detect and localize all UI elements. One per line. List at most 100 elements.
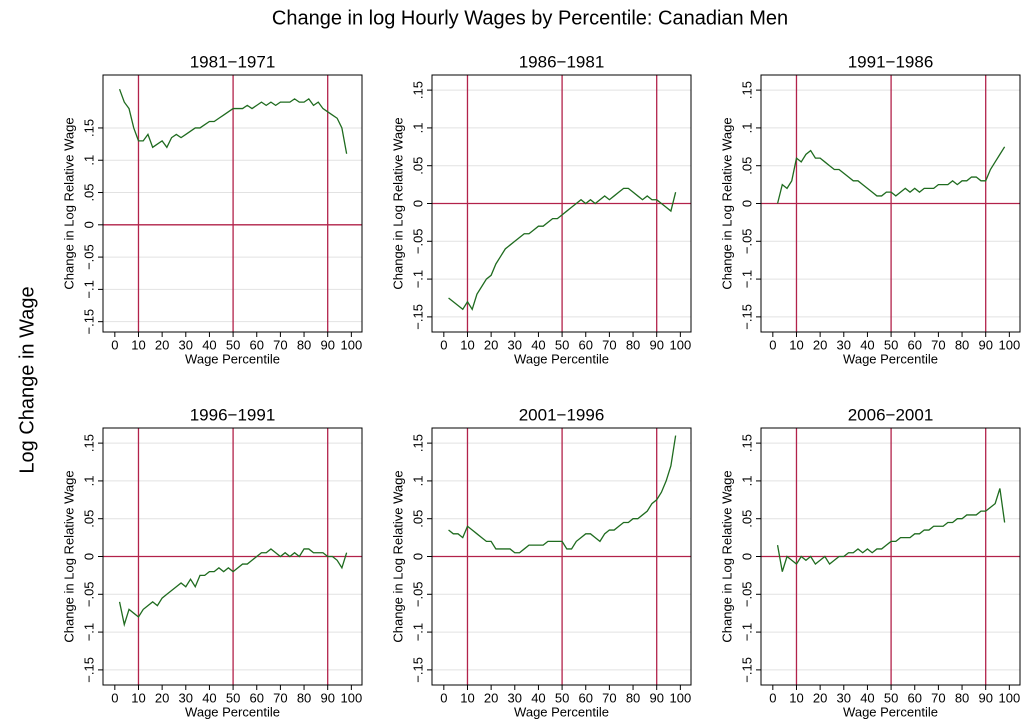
y-tick-label: .05 [81, 183, 96, 201]
y-tick-label: .05 [81, 510, 96, 528]
y-tick-label: 0 [81, 221, 96, 228]
x-axis-label: Wage Percentile [185, 351, 280, 366]
x-tick-label: 30 [837, 690, 851, 705]
y-tick-label: .15 [410, 81, 425, 99]
y-tick-label: .15 [81, 434, 96, 452]
x-tick-label: 30 [179, 337, 193, 352]
y-tick-label: 0 [410, 553, 425, 560]
x-tick-label: 50 [226, 690, 240, 705]
y-tick-label: −.15 [81, 657, 96, 683]
y-tick-label: .05 [739, 510, 754, 528]
x-tick-label: 10 [789, 690, 803, 705]
x-axis-label: Wage Percentile [843, 351, 938, 366]
y-tick-label: −.1 [739, 623, 754, 641]
x-tick-label: 10 [131, 690, 145, 705]
y-tick-label: −.05 [81, 581, 96, 607]
x-tick-label: 50 [884, 690, 898, 705]
y-tick-label: .1 [739, 475, 754, 486]
x-axis-label: Wage Percentile [843, 704, 938, 719]
x-tick-label: 60 [908, 337, 922, 352]
y-axis-label: Change in Log Relative Wage [719, 470, 734, 642]
x-tick-label: 20 [813, 690, 827, 705]
x-tick-label: 30 [508, 337, 522, 352]
x-tick-label: 10 [460, 690, 474, 705]
y-tick-label: .05 [739, 157, 754, 175]
y-tick-label: −.1 [81, 623, 96, 641]
panel-title: 2006−2001 [848, 405, 934, 424]
y-tick-label: 0 [81, 553, 96, 560]
y-tick-label: −.05 [410, 581, 425, 607]
data-line [776, 488, 1006, 572]
x-tick-label: 90 [978, 337, 992, 352]
y-axis-title: Log Change in Wage [16, 286, 38, 473]
x-axis-label: Wage Percentile [185, 704, 280, 719]
panel-title: 1991−1986 [848, 52, 934, 71]
x-tick-label: 70 [931, 337, 945, 352]
x-axis-label: Wage Percentile [514, 704, 609, 719]
x-tick-label: 10 [460, 337, 474, 352]
y-tick-label: −.05 [739, 228, 754, 254]
y-tick-label: .05 [410, 510, 425, 528]
y-tick-label: −.15 [410, 657, 425, 683]
chart-title: Change in log Hourly Wages by Percentile… [272, 7, 788, 29]
plot-frame [102, 427, 363, 686]
x-axis-label: Wage Percentile [514, 351, 609, 366]
x-tick-label: 60 [579, 690, 593, 705]
x-tick-label: 0 [111, 337, 118, 352]
x-tick-label: 40 [202, 690, 216, 705]
y-tick-label: .15 [81, 119, 96, 137]
x-tick-label: 30 [837, 337, 851, 352]
y-tick-label: .1 [81, 155, 96, 166]
y-axis-label: Change in Log Relative Wage [390, 470, 405, 642]
x-tick-label: 10 [131, 337, 145, 352]
x-tick-label: 40 [202, 337, 216, 352]
plot-frame [760, 74, 1021, 333]
x-tick-label: 20 [484, 690, 498, 705]
y-axis-label: Change in Log Relative Wage [61, 117, 76, 289]
x-tick-label: 30 [508, 690, 522, 705]
x-tick-label: 90 [649, 337, 663, 352]
x-tick-label: 70 [931, 690, 945, 705]
data-line [118, 88, 348, 154]
plot-frame [760, 427, 1021, 686]
y-tick-label: .15 [739, 81, 754, 99]
plot-frame [431, 427, 692, 686]
x-tick-label: 40 [860, 337, 874, 352]
y-tick-label: −.15 [739, 657, 754, 683]
data-line [448, 435, 677, 554]
y-axis-label: Change in Log Relative Wage [390, 117, 405, 289]
y-tick-label: .1 [410, 122, 425, 133]
data-line [776, 146, 1006, 204]
x-tick-label: 100 [341, 690, 363, 705]
x-tick-label: 80 [297, 337, 311, 352]
y-tick-label: .1 [739, 122, 754, 133]
x-tick-label: 0 [440, 337, 447, 352]
x-tick-label: 80 [955, 337, 969, 352]
x-tick-label: 60 [579, 337, 593, 352]
x-tick-label: 100 [999, 690, 1021, 705]
y-tick-label: 0 [739, 200, 754, 207]
x-tick-label: 70 [602, 337, 616, 352]
x-tick-label: 100 [341, 337, 363, 352]
data-line [448, 187, 677, 311]
x-tick-label: 20 [813, 337, 827, 352]
x-tick-label: 70 [602, 690, 616, 705]
x-tick-label: 100 [670, 337, 692, 352]
x-tick-label: 0 [111, 690, 118, 705]
x-tick-label: 80 [297, 690, 311, 705]
panel-title: 1981−1971 [190, 52, 276, 71]
x-tick-label: 10 [789, 337, 803, 352]
x-tick-label: 60 [250, 690, 264, 705]
x-tick-label: 80 [626, 690, 640, 705]
x-tick-label: 50 [226, 337, 240, 352]
y-tick-label: .15 [739, 434, 754, 452]
x-tick-label: 50 [884, 337, 898, 352]
panel-title: 1986−1981 [519, 52, 605, 71]
x-tick-label: 70 [273, 337, 287, 352]
x-tick-label: 60 [250, 337, 264, 352]
x-tick-label: 90 [320, 337, 334, 352]
x-tick-label: 90 [978, 690, 992, 705]
y-tick-label: −.05 [739, 581, 754, 607]
x-tick-label: 20 [155, 690, 169, 705]
